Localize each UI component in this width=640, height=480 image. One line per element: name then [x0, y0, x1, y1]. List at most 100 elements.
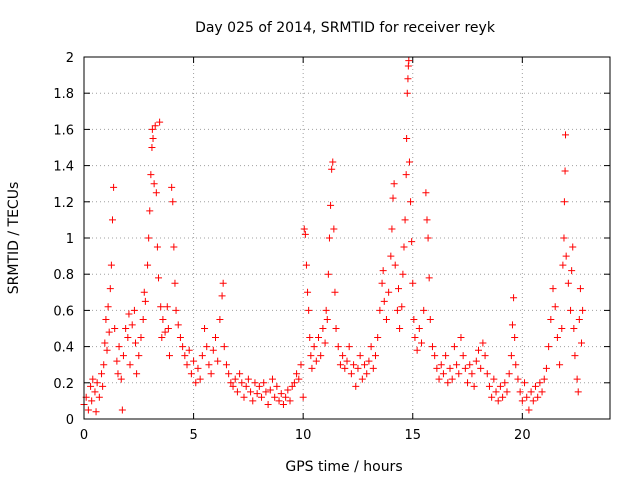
data-point — [286, 397, 294, 405]
data-point — [179, 343, 187, 351]
data-point — [512, 361, 520, 369]
data-point — [573, 375, 581, 383]
data-point — [103, 346, 111, 354]
data-point — [472, 357, 480, 365]
data-point — [284, 386, 292, 394]
data-point — [329, 158, 337, 166]
data-point — [102, 315, 110, 323]
data-point — [369, 364, 377, 372]
data-point — [196, 375, 204, 383]
y-tick-label: 2 — [66, 51, 74, 66]
data-point — [205, 361, 213, 369]
data-point — [356, 352, 364, 360]
data-point — [214, 357, 222, 365]
data-point — [404, 75, 412, 83]
data-point — [485, 382, 493, 390]
data-point — [317, 352, 325, 360]
data-point — [169, 198, 177, 206]
data-point — [446, 364, 454, 372]
data-point — [321, 339, 329, 347]
data-point — [558, 325, 566, 332]
data-point — [183, 361, 191, 369]
data-point — [470, 382, 478, 390]
data-point — [140, 288, 148, 296]
data-point — [122, 325, 130, 332]
data-point — [174, 321, 182, 329]
data-point — [410, 315, 418, 323]
data-point — [424, 234, 432, 242]
data-point — [439, 370, 447, 378]
data-point — [106, 285, 114, 293]
data-point — [330, 225, 338, 233]
data-point — [273, 382, 281, 390]
data-point — [324, 270, 332, 278]
data-point — [343, 357, 351, 365]
axis-ticks — [83, 56, 610, 420]
x-axis-label: GPS time / hours — [285, 459, 402, 475]
data-point — [327, 201, 335, 209]
data-point — [264, 401, 272, 409]
data-point — [301, 230, 309, 238]
data-point — [253, 390, 261, 398]
data-point — [124, 334, 132, 342]
data-point — [556, 361, 564, 369]
data-point — [511, 334, 519, 342]
data-point — [227, 379, 235, 387]
data-point — [503, 388, 511, 396]
data-point — [402, 171, 410, 179]
data-point — [379, 267, 387, 275]
data-point — [207, 370, 215, 378]
data-point — [464, 379, 472, 387]
data-point — [516, 388, 524, 396]
data-point — [433, 364, 441, 372]
data-point — [453, 361, 461, 369]
data-point — [510, 294, 518, 302]
data-point — [354, 364, 362, 372]
data-point — [501, 379, 509, 387]
data-point — [411, 334, 419, 342]
data-point — [505, 370, 513, 378]
data-point — [358, 375, 366, 383]
data-point — [201, 325, 209, 332]
data-point — [415, 325, 423, 332]
data-point — [152, 189, 160, 197]
data-point — [426, 315, 434, 323]
data-point — [251, 379, 259, 387]
data-point — [405, 158, 413, 166]
data-point — [395, 285, 403, 293]
data-point — [163, 303, 171, 311]
x-tick-labels: 0 5 10 15 20 — [80, 428, 531, 443]
data-point — [578, 339, 586, 347]
data-point — [322, 306, 330, 314]
data-point — [148, 125, 156, 133]
data-point — [574, 388, 582, 396]
data-point — [290, 379, 298, 387]
data-points — [80, 57, 587, 416]
data-point — [299, 393, 307, 401]
data-point — [398, 303, 406, 311]
data-point — [130, 306, 138, 314]
data-point — [564, 279, 572, 287]
data-point — [374, 334, 382, 342]
data-point — [514, 375, 522, 383]
data-point — [98, 370, 106, 378]
data-point — [275, 397, 283, 405]
data-point — [244, 375, 252, 383]
data-point — [403, 89, 411, 97]
data-point — [499, 393, 507, 401]
data-point — [87, 382, 95, 390]
data-point — [437, 361, 445, 369]
data-point — [492, 388, 500, 396]
data-point — [525, 406, 533, 414]
y-tick-labels: 0 0.2 0.4 0.6 0.8 1 1.2 1.4 1.6 1.8 2 — [53, 51, 74, 428]
data-point — [534, 393, 542, 401]
data-point — [382, 315, 390, 323]
data-point — [111, 325, 119, 332]
data-point — [139, 315, 147, 323]
data-point — [308, 364, 316, 372]
data-point — [91, 388, 99, 396]
data-point — [350, 361, 358, 369]
data-point — [306, 334, 314, 342]
data-point — [549, 285, 557, 293]
data-point — [339, 352, 347, 360]
